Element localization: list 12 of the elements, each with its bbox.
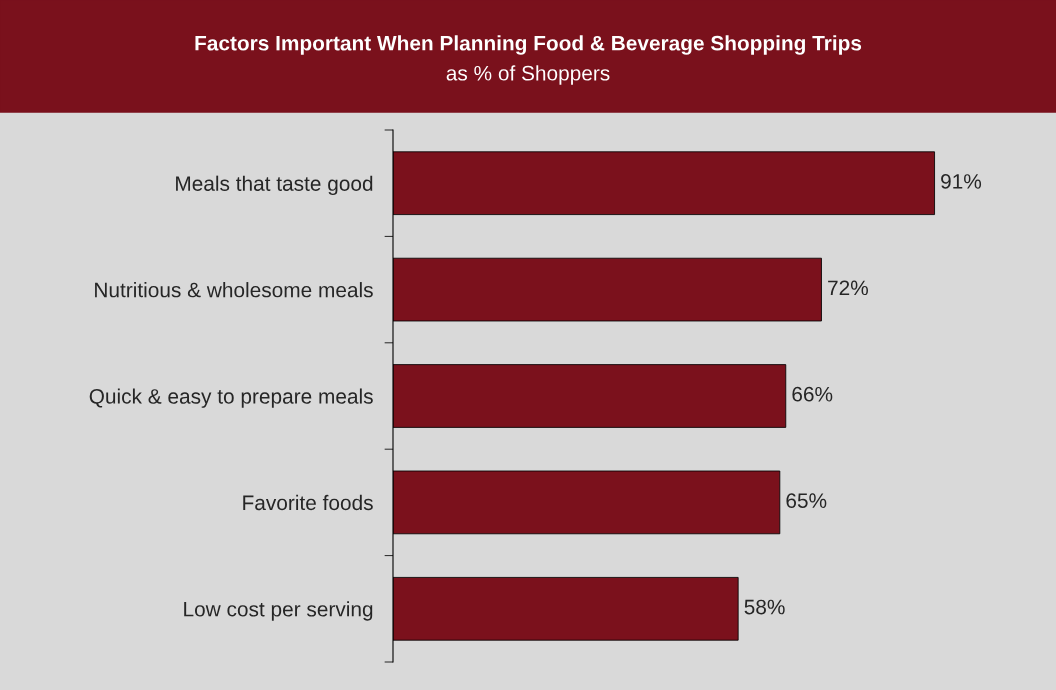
- chart-title: Factors Important When Planning Food & Beverage Shopping Trips: [195, 35, 862, 55]
- chart-subtitle: as % of Shoppers: [446, 65, 610, 85]
- data-label: 58%: [744, 599, 785, 615]
- y-tick-label: Low cost per serving: [184, 601, 373, 621]
- y-tick-label: Favorite foods: [243, 494, 373, 511]
- y-tick-label: Nutritious & wholesome meals: [95, 282, 373, 298]
- y-tick-label: Meals that taste good: [176, 175, 373, 196]
- y-tick-label: Quick & easy to prepare meals: [89, 388, 373, 408]
- data-label: 72%: [828, 280, 868, 296]
- data-label: 91%: [941, 174, 982, 189]
- data-label: 66%: [792, 386, 833, 402]
- data-label: 65%: [786, 493, 827, 508]
